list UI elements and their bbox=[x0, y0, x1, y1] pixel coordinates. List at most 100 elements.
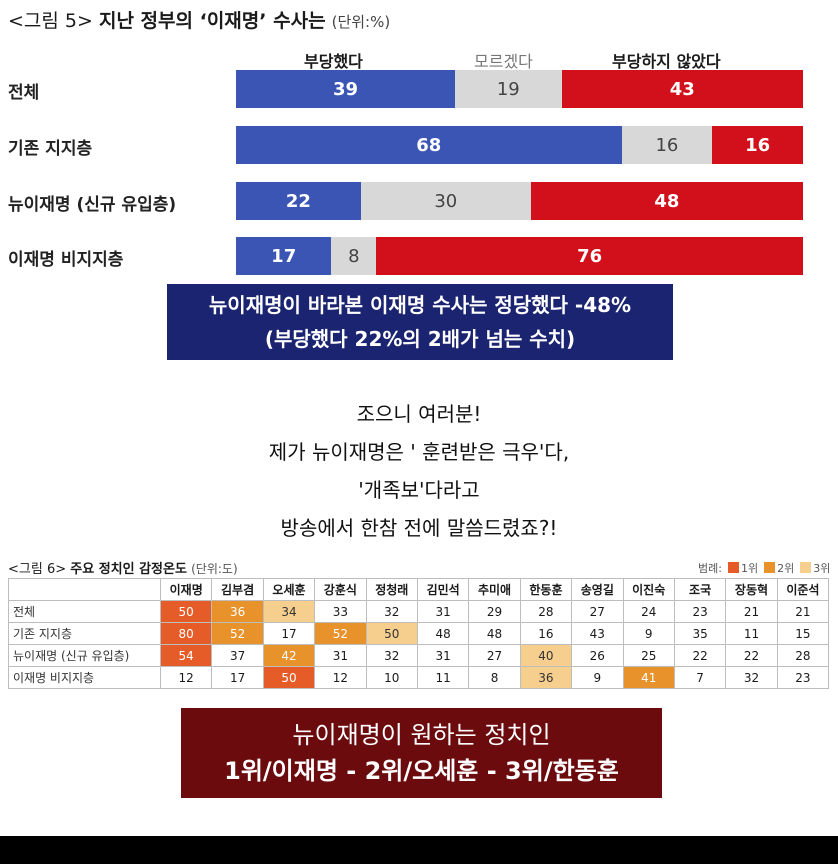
bar-value-label: 16 bbox=[745, 134, 771, 156]
table-cell: 7 bbox=[673, 666, 727, 689]
table-cell: 17 bbox=[211, 666, 264, 689]
table-row: 뉴이재명 (신규 유입층) 54 37 42 31 32 31 27 40 26 25 22 22 28 bbox=[8, 644, 830, 667]
bar-segment: 16 bbox=[621, 126, 713, 164]
quote-line-1: 조으니 여러분! bbox=[356, 402, 482, 426]
table-cell: 52 bbox=[211, 622, 264, 645]
figure5-title-main: 지난 정부의 ‘이재명’ 수사는 bbox=[98, 10, 326, 32]
bar-value-label: 17 bbox=[271, 245, 297, 267]
table-row: 전체 50 36 34 33 32 31 29 28 27 24 23 21 21 bbox=[8, 600, 830, 623]
figure6-unit: (단위:도) bbox=[191, 562, 238, 576]
table-cell: 36 bbox=[519, 666, 573, 689]
table-cell: 50 bbox=[262, 666, 316, 689]
table-column-header: 추미애 bbox=[468, 578, 521, 601]
table-cell: 8 bbox=[468, 666, 521, 689]
table-cell: 32 bbox=[725, 666, 778, 689]
legend-swatch-rank1 bbox=[727, 562, 739, 573]
bar-value-label: 22 bbox=[285, 190, 311, 212]
bar-segment: 48 bbox=[530, 182, 803, 220]
figure5-title: <그림 5> 지난 정부의 ‘이재명’ 수사는 (단위:%) bbox=[8, 6, 390, 33]
table-cell: 43 bbox=[571, 622, 624, 645]
bar-segment: 76 bbox=[376, 237, 803, 275]
figure6-legend-label: 범례: bbox=[698, 562, 722, 575]
bar-value-label: 8 bbox=[348, 245, 360, 267]
table-cell: 37 bbox=[211, 644, 264, 667]
bar-category-label: 이재명 비지지층 bbox=[8, 250, 124, 270]
table-column-header: 김민석 bbox=[416, 578, 470, 601]
bar-value-label: 19 bbox=[496, 78, 520, 100]
legend-series-0: 부당했다 bbox=[304, 52, 363, 71]
table-cell: 28 bbox=[519, 600, 573, 623]
figure6-title-prefix: <그림 6> bbox=[8, 562, 67, 577]
quote-line-2: 제가 뉴이재명은 ' 훈련받은 극우'다, bbox=[268, 440, 570, 464]
bar-segment: 16 bbox=[712, 126, 803, 164]
table-cell: 25 bbox=[622, 644, 675, 667]
table-cell: 50 bbox=[159, 600, 213, 623]
table-cell: 34 bbox=[262, 600, 316, 623]
bar-value-label: 16 bbox=[655, 134, 679, 156]
table-row-label: 전체 bbox=[8, 600, 161, 623]
table-cell: 15 bbox=[776, 622, 830, 645]
table-cell: 23 bbox=[673, 600, 727, 623]
table-cell: 24 bbox=[622, 600, 675, 623]
callout2-line1: 뉴이재명이 원하는 정치인 bbox=[292, 721, 551, 749]
table-column-header: 강훈식 bbox=[314, 578, 367, 601]
table-cell: 29 bbox=[468, 600, 521, 623]
table-cell: 40 bbox=[519, 644, 573, 667]
bottom-black-band bbox=[0, 836, 838, 864]
legend-rank1: 1위 bbox=[740, 562, 759, 575]
bar-segment: 68 bbox=[236, 126, 622, 164]
table-column-header: 이진숙 bbox=[622, 578, 675, 601]
callout1-line2: (부당했다 22%의 2배가 넘는 수치) bbox=[264, 327, 576, 351]
figure5-unit: (단위:%) bbox=[331, 13, 391, 31]
legend-rank3: 3위 bbox=[813, 562, 831, 575]
table-column-header: 오세훈 bbox=[262, 578, 316, 601]
table-cell: 48 bbox=[468, 622, 521, 645]
bar-segment: 19 bbox=[454, 70, 562, 108]
legend-rank2: 2위 bbox=[777, 562, 795, 575]
table-cell: 9 bbox=[571, 666, 624, 689]
bar-segment: 8 bbox=[331, 237, 377, 275]
table-cell: 36 bbox=[211, 600, 264, 623]
table-cell: 32 bbox=[365, 644, 418, 667]
table-column-header: 이준석 bbox=[776, 578, 830, 601]
table-cell: 11 bbox=[416, 666, 470, 689]
table-cell: 17 bbox=[262, 622, 316, 645]
bar-category-label: 뉴이재명 (신규 유입층) bbox=[8, 195, 177, 215]
table-cell: 22 bbox=[725, 644, 778, 667]
table-row-label: 뉴이재명 (신규 유입층) bbox=[8, 644, 161, 667]
bar-value-label: 76 bbox=[577, 245, 603, 267]
table-cell: 80 bbox=[159, 622, 213, 645]
table-column-header: 송영길 bbox=[571, 578, 624, 601]
table-cell: 22 bbox=[673, 644, 727, 667]
table-column-header: 한동훈 bbox=[519, 578, 573, 601]
table-cell: 52 bbox=[314, 622, 367, 645]
table-cell: 48 bbox=[416, 622, 470, 645]
table-cell: 31 bbox=[416, 644, 470, 667]
table-cell: 27 bbox=[468, 644, 521, 667]
figure6-title: <그림 6> 주요 정치인 감정온도 (단위:도) bbox=[8, 558, 238, 577]
bar-value-label: 43 bbox=[669, 78, 695, 100]
bar-segment: 43 bbox=[561, 70, 803, 108]
table-cell: 50 bbox=[365, 622, 418, 645]
table-cell: 12 bbox=[159, 666, 213, 689]
table-cell: 42 bbox=[262, 644, 316, 667]
table-column-header: 장동혁 bbox=[725, 578, 778, 601]
table-column-header: 정청래 bbox=[365, 578, 418, 601]
bar-category-label: 전체 bbox=[8, 83, 40, 103]
table-cell: 23 bbox=[776, 666, 830, 689]
callout-box-1: 뉴이재명이 바라본 이재명 수사는 정당했다 -48% (부당했다 22%의 2… bbox=[167, 284, 673, 360]
table-corner bbox=[8, 578, 161, 601]
table-cell: 26 bbox=[571, 644, 624, 667]
bar-value-label: 48 bbox=[654, 190, 680, 212]
figure5-title-prefix: <그림 5> bbox=[8, 10, 93, 32]
table-row: 기존 지지층 80 52 17 52 50 48 48 16 43 9 35 11 15 bbox=[8, 622, 830, 645]
table-cell: 12 bbox=[314, 666, 367, 689]
table-row: 이재명 비지지층 12 17 50 12 10 11 8 36 9 41 7 32 23 bbox=[8, 666, 830, 689]
quote-line-3: '개족보'다라고 bbox=[358, 478, 480, 502]
table-cell: 35 bbox=[673, 622, 727, 645]
legend-swatch-rank3 bbox=[800, 562, 812, 573]
table-cell: 10 bbox=[365, 666, 418, 689]
quote-line-4: 방송에서 한참 전에 말씀드렸죠?! bbox=[280, 516, 558, 540]
figure6-legend: 범례: 1위 2위 3위 bbox=[698, 560, 830, 576]
bar-value-label: 30 bbox=[434, 190, 458, 212]
